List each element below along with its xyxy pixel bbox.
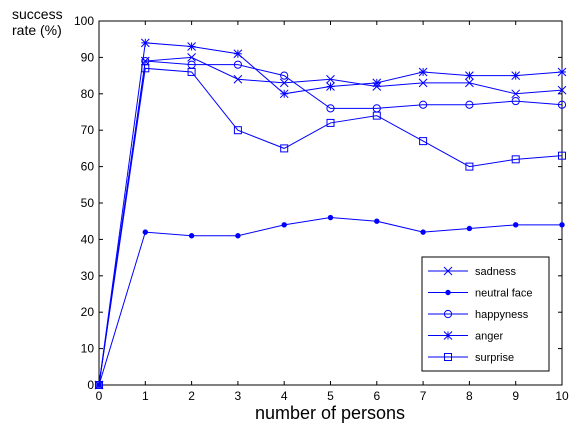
x-axis-label: number of persons — [255, 403, 405, 423]
data-point — [326, 74, 335, 84]
data-point — [559, 222, 565, 228]
y-axis-ticks: 0 10 20 30 40 50 60 70 80 90 100 — [74, 14, 562, 392]
x-tick-label: 6 — [373, 389, 380, 403]
data-point — [280, 71, 289, 80]
data-point — [465, 162, 474, 171]
data-point — [419, 137, 428, 146]
data-point — [511, 155, 520, 164]
data-point — [558, 151, 566, 160]
y-tick-label: 20 — [81, 305, 95, 319]
data-point — [465, 78, 474, 88]
y-tick-label: 30 — [81, 269, 95, 283]
data-point — [326, 82, 335, 91]
data-point — [279, 89, 289, 99]
legend: sadness neutral face happyness anger surpris… — [421, 256, 550, 372]
data-point — [233, 74, 243, 84]
data-point — [233, 126, 242, 135]
y-tick-label: 70 — [81, 123, 95, 137]
legend-entry: sadness — [428, 266, 516, 278]
legend-marker — [443, 266, 453, 276]
x-tick-label: 4 — [281, 389, 288, 403]
y-tick-label: 80 — [81, 87, 95, 101]
series-anger — [94, 38, 567, 390]
legend-entry: surprise — [428, 352, 514, 364]
x-tick-label: 1 — [142, 389, 149, 403]
data-point — [233, 49, 243, 59]
data-point — [418, 67, 428, 77]
data-point — [511, 89, 521, 99]
data-point — [187, 53, 196, 62]
legend-label: anger — [475, 331, 503, 343]
data-point — [465, 71, 474, 80]
data-point — [140, 38, 150, 48]
data-point — [281, 222, 287, 228]
series-line — [98, 67, 563, 386]
series-surprise — [95, 64, 566, 389]
x-tick-label: 8 — [466, 389, 473, 403]
legend-label: happyness — [475, 309, 529, 321]
y-tick-label: 60 — [81, 160, 95, 174]
data-point — [465, 100, 474, 109]
data-point — [511, 71, 521, 80]
legend-marker — [445, 289, 451, 296]
y-tick-label: 40 — [81, 232, 95, 246]
legend-marker — [443, 331, 453, 340]
data-point — [557, 100, 567, 109]
x-tick-label: 0 — [96, 389, 103, 403]
data-point — [419, 100, 428, 109]
legend-entry: happyness — [428, 309, 529, 321]
x-tick-label: 2 — [188, 389, 195, 403]
y-tick-label: 100 — [74, 14, 94, 28]
data-point — [374, 218, 380, 224]
legend-marker — [444, 353, 452, 361]
x-tick-label: 10 — [555, 389, 569, 403]
data-point — [327, 214, 334, 221]
data-point — [187, 42, 196, 51]
legend-marker — [443, 309, 453, 319]
x-tick-label: 3 — [235, 389, 242, 403]
data-point — [418, 78, 428, 88]
x-tick-label: 7 — [420, 389, 427, 403]
legend-entry: anger — [428, 331, 503, 343]
data-point — [279, 78, 289, 88]
legend-label: surprise — [475, 352, 514, 364]
x-tick-label: 5 — [327, 389, 334, 403]
data-point — [511, 96, 520, 106]
y-tick-label: 0 — [87, 378, 94, 392]
data-point — [188, 233, 195, 239]
data-series — [94, 38, 567, 390]
legend-label: neutral face — [475, 288, 532, 300]
data-point — [141, 64, 150, 73]
data-point — [326, 118, 335, 127]
data-point — [420, 229, 426, 235]
data-point — [513, 222, 519, 228]
data-point — [235, 233, 241, 239]
y-axis-label-line-1: success — [12, 6, 63, 22]
y-tick-label: 90 — [81, 50, 95, 64]
y-axis-label-line-2: rate (%) — [12, 22, 62, 38]
y-tick-label: 10 — [81, 342, 95, 356]
data-point — [142, 229, 149, 235]
x-axis-ticks: 0 1 2 3 4 5 6 7 8 9 10 — [96, 21, 569, 403]
data-point — [372, 78, 382, 88]
data-point — [187, 67, 196, 76]
data-point — [326, 104, 335, 113]
series-line — [98, 60, 563, 386]
legend-label: sadness — [475, 266, 516, 278]
legend-entry: neutral face — [428, 288, 532, 300]
series-happyness — [94, 56, 567, 390]
data-point — [557, 85, 567, 95]
data-point — [95, 381, 103, 389]
data-point — [233, 60, 242, 69]
data-point — [466, 225, 473, 232]
data-point — [557, 67, 567, 77]
y-tick-label: 50 — [81, 196, 95, 210]
data-point — [372, 111, 381, 120]
data-point — [280, 144, 289, 153]
x-tick-label: 9 — [512, 389, 519, 403]
